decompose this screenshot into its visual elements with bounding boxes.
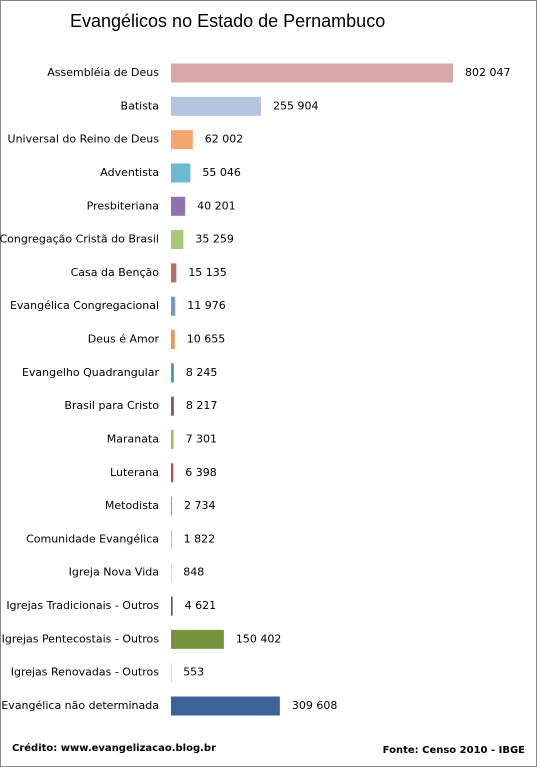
bar — [171, 296, 176, 316]
value-label: 8 245 — [186, 366, 218, 379]
value-label: 1 822 — [184, 532, 216, 545]
value-label: 2 734 — [184, 499, 216, 512]
category-label: Batista — [121, 99, 159, 112]
category-label: Maranata — [107, 432, 159, 445]
category-label: Casa da Benção — [71, 266, 160, 279]
value-label: 55 046 — [202, 166, 241, 179]
chart-title: Evangélicos no Estado de Pernambuco — [70, 11, 385, 31]
value-label: 309 608 — [292, 699, 338, 712]
category-label: Metodista — [105, 499, 159, 512]
value-label: 553 — [183, 666, 204, 679]
category-label: Evangelho Quadrangular — [22, 366, 160, 379]
bar — [171, 496, 172, 516]
value-label: 40 201 — [197, 199, 236, 212]
category-label: Universal do Reino de Deus — [8, 133, 160, 146]
category-label: Adventista — [100, 166, 159, 179]
value-label: 10 655 — [187, 333, 226, 346]
category-label: Assembléia de Deus — [47, 66, 159, 79]
category-label: Igreja Nova Vida — [69, 566, 159, 579]
value-label: 150 402 — [236, 632, 282, 645]
category-label: Evangélica não determinada — [1, 699, 159, 712]
bar — [171, 396, 174, 416]
source: Fonte: Censo 2010 - IBGE — [383, 745, 525, 756]
bar — [171, 263, 177, 283]
category-label: Presbiteriana — [87, 199, 159, 212]
bar — [171, 130, 193, 150]
value-label: 11 976 — [187, 299, 226, 312]
bar — [171, 696, 280, 716]
category-label: Congregação Cristã do Brasil — [0, 233, 159, 246]
value-label: 35 259 — [195, 233, 234, 246]
bar — [171, 196, 186, 216]
value-label: 15 135 — [188, 266, 227, 279]
value-label: 802 047 — [465, 66, 511, 79]
bar — [171, 463, 174, 483]
bar — [171, 163, 191, 183]
bar — [171, 529, 172, 549]
credit: Crédito: www.evangelizacao.blog.br — [12, 742, 216, 754]
value-label: 848 — [183, 566, 204, 579]
category-label: Comunidade Evangélica — [26, 532, 159, 545]
bar — [171, 96, 261, 116]
category-label: Deus é Amor — [88, 333, 160, 346]
bar — [171, 330, 175, 350]
bar — [171, 596, 173, 616]
value-label: 7 301 — [186, 432, 218, 445]
value-label: 4 621 — [185, 599, 217, 612]
bar — [171, 363, 174, 383]
bar — [171, 629, 224, 649]
category-label: Luterana — [110, 466, 159, 479]
category-label: Igrejas Pentecostais - Outros — [2, 632, 160, 645]
value-label: 255 904 — [273, 99, 319, 112]
bar — [171, 429, 174, 449]
category-label: Evangélica Congregacional — [10, 299, 159, 312]
category-label: Igrejas Tradicionais - Outros — [6, 599, 159, 612]
bar — [171, 230, 184, 250]
category-label: Igrejas Renovadas - Outros — [11, 666, 160, 679]
value-label: 8 217 — [186, 399, 218, 412]
category-label: Brasil para Cristo — [64, 399, 159, 412]
value-label: 6 398 — [185, 466, 217, 479]
bar — [171, 63, 453, 83]
value-label: 62 002 — [205, 133, 244, 146]
